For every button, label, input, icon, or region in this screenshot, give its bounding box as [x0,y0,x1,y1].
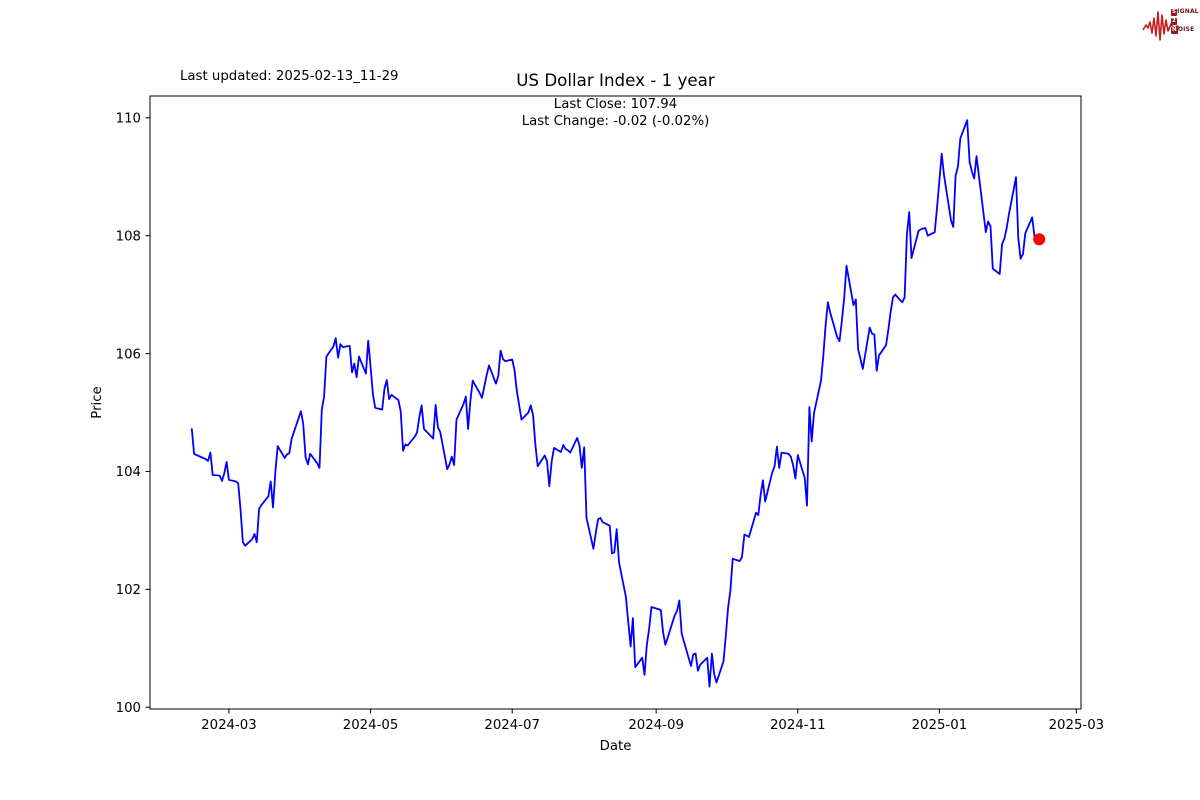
y-tick-label: 100 [116,701,141,716]
chart-title: US Dollar Index - 1 year [516,70,715,90]
logo-word-signal: SIGNAL [1171,8,1199,16]
x-tick-label: 2024-07 [484,718,540,733]
x-tick-label: 2024-05 [343,718,399,733]
logo-badge-2: 2 [1171,18,1178,25]
chart-subtitle: Last Close: 107.94 Last Change: -0.02 (-… [150,96,1081,130]
last-close-text: Last Close: 107.94 [553,97,678,112]
y-axis-label: Price [90,386,105,418]
last-updated-label: Last updated: 2025-02-13_11-29 [180,69,399,84]
logo-signal2noise: SIGNAL 2 NOISE [1142,3,1200,47]
x-axis-label: Date [600,739,632,754]
y-axis-ticks: 100 102 104 106 108 110 [116,112,150,716]
x-tick-label: 2024-09 [628,718,684,733]
x-tick-label: 2024-03 [201,718,257,733]
logo-word-noise: NOISE [1171,26,1195,34]
logo-badge-n: N [1171,27,1178,34]
x-tick-label: 2025-03 [1049,718,1105,733]
price-line-series [190,119,1041,688]
x-tick-label: 2025-01 [912,718,968,733]
x-tick-label: 2024-11 [770,718,826,733]
last-price-dot [1033,233,1046,246]
plot-border [149,95,1082,710]
logo-text: SIGNAL 2 NOISE [1171,7,1199,34]
y-tick-label: 110 [116,112,141,127]
logo-badge-s: S [1171,9,1178,16]
x-axis-ticks: 2024-03 2024-05 2024-07 2024-09 2024-11 2025-… [201,709,1104,733]
y-tick-label: 108 [116,229,141,244]
y-tick-label: 106 [116,347,141,362]
y-tick-label: 104 [116,465,141,480]
logo-word-2: 2 [1171,16,1199,25]
y-tick-label: 102 [116,583,141,598]
pulse-waveform-icon [1142,11,1180,41]
last-change-text: Last Change: -0.02 (-0.02%) [521,114,710,129]
